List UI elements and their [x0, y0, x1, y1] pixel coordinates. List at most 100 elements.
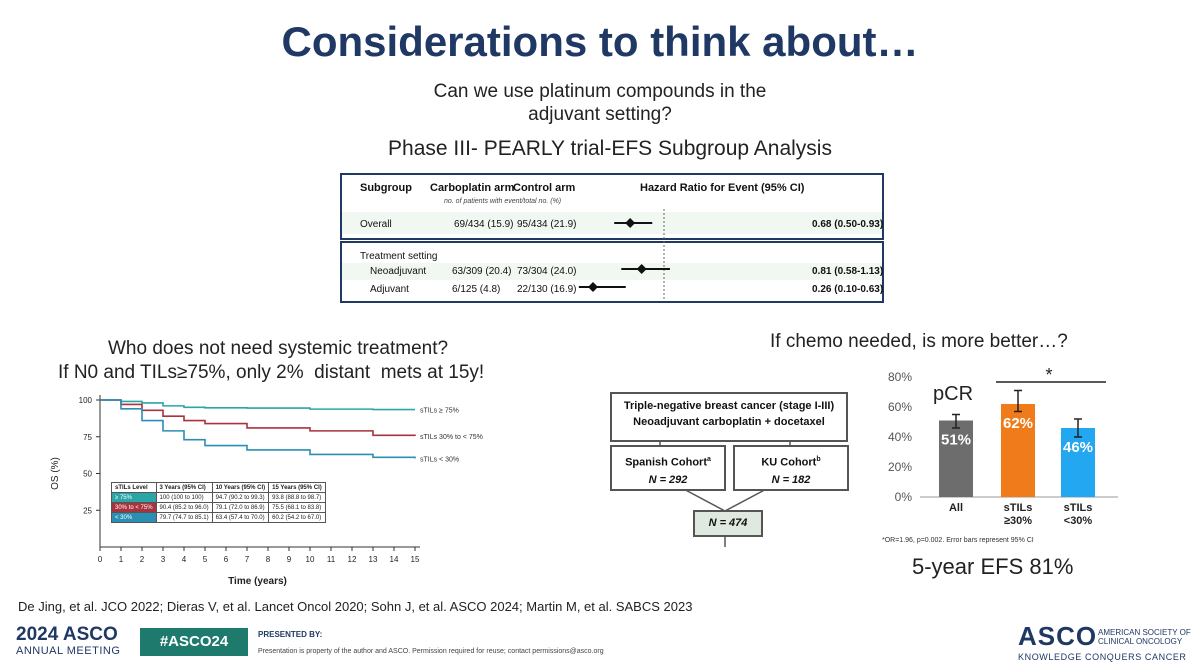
y-tick-label: 60% [888, 400, 912, 414]
row-control: 22/130 (16.9) [517, 284, 577, 295]
pcr-bar-chart: 0%20%40%60%80%pCR* 51%All62%sTILs≥30%46%… [888, 365, 1118, 527]
km-line [100, 399, 416, 459]
x-tick-label: 4 [182, 555, 187, 564]
category-label: ≥30% [1004, 515, 1032, 527]
right-heading: If chemo needed, is more better…? [770, 331, 1068, 352]
x-tick-label: 14 [390, 555, 399, 564]
row-label: Neoadjuvant [370, 266, 427, 277]
forest-point [588, 282, 598, 292]
row-hr: 0.68 (0.50-0.93) [812, 219, 884, 230]
society-line-2: CLINICAL ONCOLOGY [1098, 637, 1183, 646]
y-tick-label: 100 [79, 396, 93, 405]
row-carbo: 63/309 (20.4) [452, 266, 512, 277]
annual-meeting-label: ANNUAL MEETING [16, 645, 121, 657]
spanish-cohort-sup: a [706, 456, 711, 463]
y-tick-label: 40% [888, 430, 912, 444]
table-cell: 63.4 (57.4 to 70.0) [211, 512, 270, 523]
series-label: sTILs < 30% [420, 457, 459, 464]
km-line [100, 399, 415, 411]
left-heading-line-1: Who does not need systemic treatment? [108, 338, 449, 359]
series-label: sTILs ≥ 75% [420, 408, 459, 415]
pcr-title: pCR [933, 383, 973, 405]
society-line-1: AMERICAN SOCIETY OF [1098, 628, 1191, 637]
pcr-bar [1001, 404, 1035, 497]
col-control: Control arm [513, 182, 576, 194]
forest-panel-setting: Treatment setting Neoadjuvant 63/309 (20… [340, 241, 884, 303]
km-risk-table: sTILs Level 3 Years (95% CI) 10 Years (9… [111, 482, 326, 523]
table-cell: 94.7 (90.2 to 99.3) [211, 492, 270, 503]
question-line-1: Can we use platinum compounds in the [433, 81, 767, 102]
x-tick-label: 10 [306, 555, 315, 564]
hashtag-badge: #ASCO24 [140, 628, 248, 656]
question-line-2: adjuvant setting? [528, 104, 672, 125]
table-cell: < 30% [111, 512, 157, 523]
table-header: sTILs Level [111, 482, 157, 493]
table-cell: ≥ 75% [111, 492, 157, 503]
row-hr: 0.81 (0.58-1.13) [812, 266, 884, 277]
row-carbo: 69/434 (15.9) [454, 219, 514, 230]
table-header: 10 Years (95% CI) [211, 482, 270, 493]
y-tick-label: 20% [888, 460, 912, 474]
presented-by-label: PRESENTED BY: [258, 630, 323, 639]
flow-population-line-2: Neoadjuvant carboplatin + docetaxel [633, 416, 825, 428]
row-carbo: 6/125 (4.8) [452, 284, 501, 295]
pcr-footnote: *OR=1.96, p=0.002. Error bars represent … [882, 537, 1034, 544]
table-header: 3 Years (95% CI) [155, 482, 213, 493]
flow-population-line-1: Triple-negative breast cancer (stage I-I… [623, 400, 835, 412]
row-group-label: Treatment setting [360, 251, 438, 262]
spanish-cohort-n: N = 292 [648, 473, 688, 486]
spanish-cohort-label: Spanish Cohort [625, 456, 707, 469]
row-hr: 0.26 (0.10-0.63) [812, 284, 884, 295]
x-tick-label: 8 [266, 555, 271, 564]
col-carboplatin: Carboplatin arm [430, 182, 515, 194]
table-cell: 60.2 (54.2 to 67.0) [268, 512, 326, 523]
y-tick-label: 80% [888, 370, 912, 384]
forest-point [636, 264, 647, 274]
flow-population-box: Triple-negative breast cancer (stage I-I… [610, 392, 848, 442]
permission-note: Presentation is property of the author a… [258, 648, 604, 655]
pcr-value-label: 46% [1063, 439, 1093, 456]
references: De Jing, et al. JCO 2022; Dieras V, et a… [18, 599, 693, 614]
significance-star: * [1045, 365, 1052, 385]
y-tick-label: 0% [895, 490, 913, 504]
row-control: 73/304 (24.0) [517, 266, 577, 277]
category-label: <30% [1064, 515, 1093, 527]
x-tick-label: 6 [224, 555, 229, 564]
flow-spanish-cohort-box: Spanish Cohorta N = 292 [610, 445, 726, 491]
table-cell: 30% to < 75% [111, 502, 157, 513]
ku-cohort-sup: b [816, 456, 821, 463]
asco-tagline: KNOWLEDGE CONQUERS CANCER [1018, 652, 1187, 662]
x-axis-label: Time (years) [228, 576, 287, 587]
x-tick-label: 9 [287, 555, 292, 564]
category-label: sTILs [1004, 502, 1033, 514]
asco-logo: ASCO [1018, 621, 1098, 651]
left-heading-part-3: mets at 15y! [380, 362, 485, 383]
society-name: AMERICAN SOCIETY OF CLINICAL ONCOLOGY [1098, 628, 1191, 646]
x-tick-label: 5 [203, 555, 208, 564]
slide-title: Considerations to think about… [281, 18, 919, 65]
x-tick-label: 1 [119, 555, 124, 564]
table-cell: 93.8 (88.8 to 98.7) [268, 492, 326, 503]
table-header: 15 Years (95% CI) [268, 482, 326, 493]
asco-meeting-logo: 2024 ASCO [16, 625, 118, 645]
table-cell: 79.7 (74.7 to 85.1) [155, 512, 213, 523]
table-cell: 75.5 (68.1 to 83.8) [268, 502, 326, 513]
x-tick-label: 2 [140, 555, 145, 564]
row-label: Overall [360, 219, 392, 230]
forest-plot-marks [578, 209, 670, 301]
pcr-value-label: 51% [941, 432, 971, 449]
left-heading-part-1: If N0 and TILs≥75%, only 2% [58, 362, 304, 383]
col-hazard-ratio: Hazard Ratio for Event (95% CI) [640, 182, 805, 194]
y-axis-label: OS (%) [50, 457, 61, 490]
forest-panel-overall: Subgroup Carboplatin arm Control arm Haz… [340, 173, 884, 240]
y-tick-label: 25 [83, 506, 92, 515]
ku-cohort-label: KU Cohort [761, 456, 817, 469]
pcr-bar [1061, 428, 1095, 497]
km-line [100, 399, 416, 437]
flow-total-box: N = 474 [693, 510, 763, 537]
x-tick-label: 12 [348, 555, 357, 564]
x-tick-label: 7 [245, 555, 250, 564]
x-tick-label: 3 [161, 555, 166, 564]
x-tick-label: 11 [327, 555, 336, 564]
